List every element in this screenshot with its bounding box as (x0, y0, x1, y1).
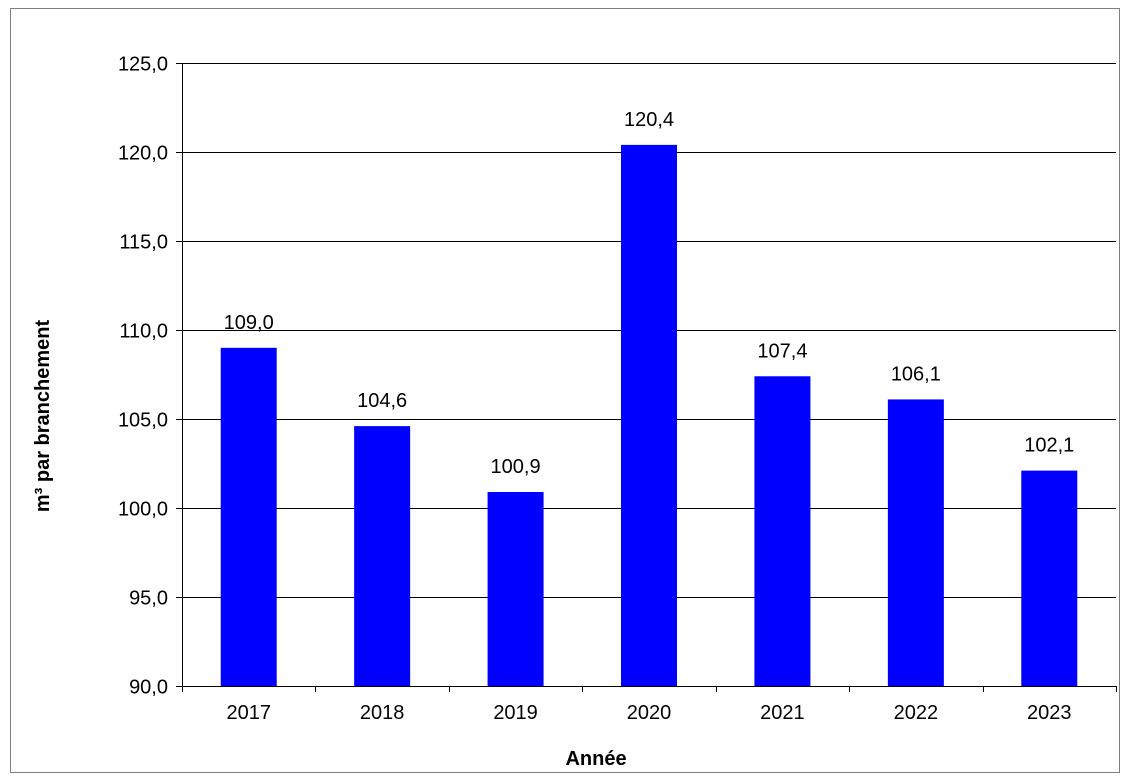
data-label: 109,0 (224, 312, 274, 334)
x-axis-title: Année (565, 748, 626, 770)
data-label: 102,1 (1024, 435, 1074, 457)
x-tick-label: 2018 (360, 702, 405, 724)
data-label: 106,1 (891, 363, 941, 385)
bar-2018 (354, 426, 411, 686)
y-tick-label: 90,0 (129, 677, 168, 699)
y-tick-label: 110,0 (119, 321, 168, 343)
data-label: 104,6 (357, 390, 407, 412)
bar-2023 (1021, 470, 1078, 686)
y-tick-label: 125,0 (118, 54, 168, 76)
x-tick-label: 2020 (627, 702, 672, 724)
y-tick-label: 105,0 (118, 410, 168, 432)
x-tick-label: 2017 (226, 702, 271, 724)
axes (176, 63, 1117, 692)
value-labels: 109,0 104,6 100,9 120,4 107,4 106,1 102,1 (224, 109, 1075, 478)
tick-labels: 90,0 95,0 100,0 105,0 110,0 115,0 120,0 125,0 20… (118, 54, 1072, 725)
x-tick-label: 2021 (760, 702, 805, 724)
bar-2021 (754, 376, 811, 686)
x-tick-label: 2022 (894, 702, 939, 724)
y-tick-label: 100,0 (118, 499, 168, 521)
bars (220, 144, 1078, 686)
data-label: 120,4 (624, 109, 674, 131)
y-tick-label: 115,0 (119, 232, 168, 254)
data-label: 107,4 (757, 340, 807, 362)
bar-2020 (621, 144, 677, 686)
x-tick-label: 2023 (1027, 702, 1072, 724)
y-tick-label: 95,0 (129, 588, 168, 610)
bar-2022 (887, 399, 944, 686)
bar-2019 (487, 491, 544, 686)
y-tick-label: 120,0 (118, 143, 168, 165)
x-tick-label: 2019 (493, 702, 538, 724)
bar-2017 (220, 347, 277, 686)
y-axis-title: m³ par branchement (32, 320, 54, 513)
data-label: 100,9 (491, 456, 541, 478)
